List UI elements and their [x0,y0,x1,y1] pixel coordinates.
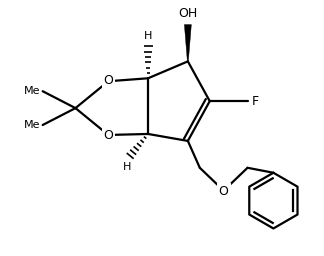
Text: O: O [103,130,113,142]
Polygon shape [184,25,191,61]
Text: O: O [219,185,229,198]
Text: Me: Me [24,120,40,130]
Text: Me: Me [24,86,40,96]
Text: O: O [103,74,113,87]
Text: F: F [251,95,259,108]
Text: OH: OH [178,7,198,20]
Text: H: H [144,31,152,41]
Text: H: H [123,162,131,172]
